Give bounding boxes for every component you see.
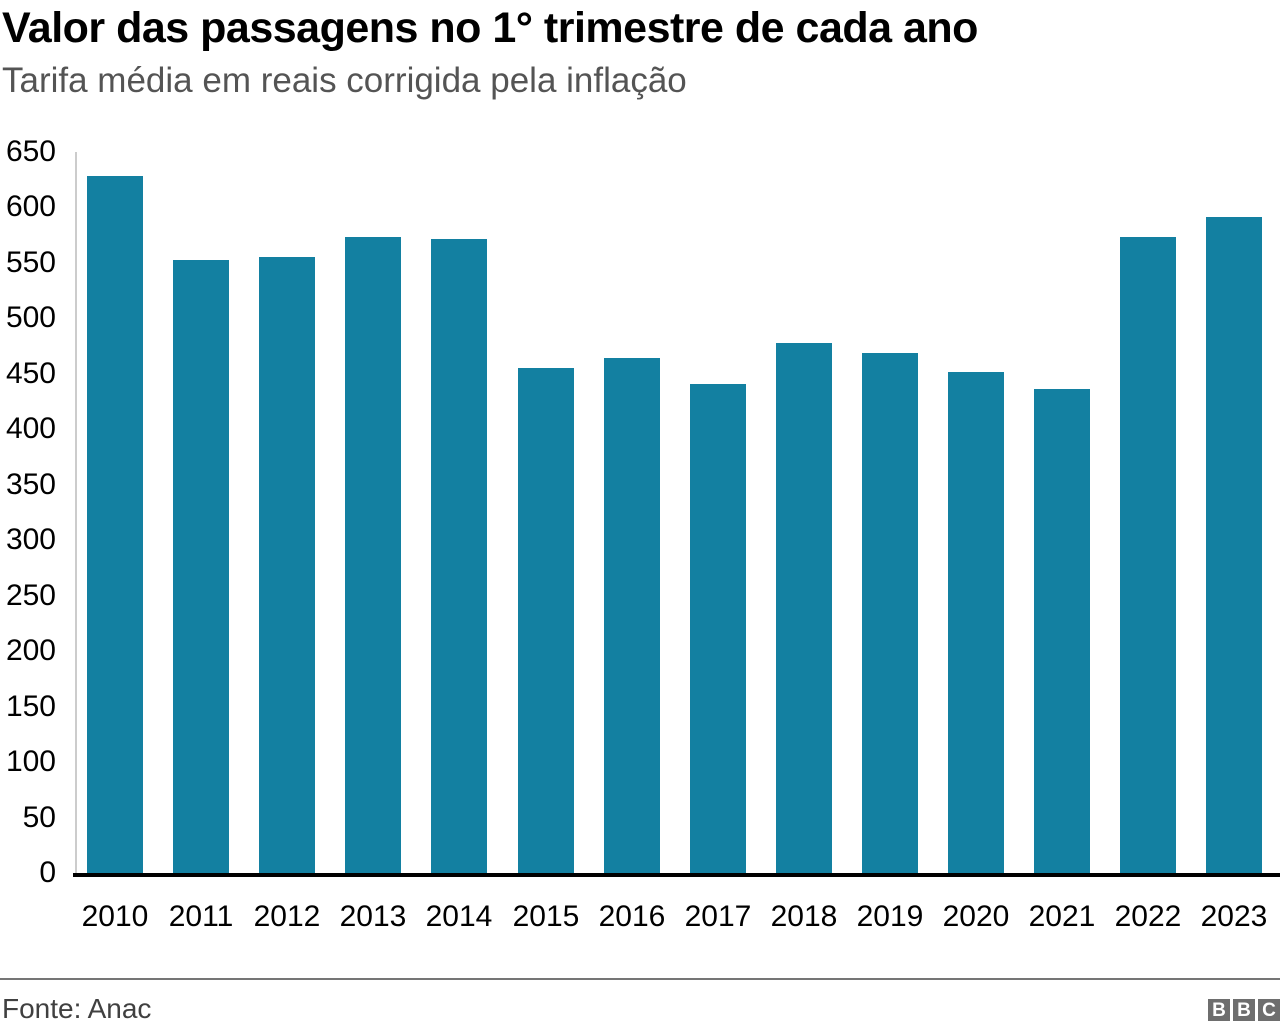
bar-2015 bbox=[518, 368, 574, 873]
x-tick-label-2023: 2023 bbox=[1200, 900, 1268, 933]
x-tick-label-2010: 2010 bbox=[81, 900, 149, 933]
x-tick-label-2016: 2016 bbox=[598, 900, 666, 933]
y-tick-label-550: 550 bbox=[5, 246, 56, 279]
y-tick-label-0: 0 bbox=[39, 856, 56, 889]
chart-title: Valor das passagens no 1° trimestre de c… bbox=[2, 4, 978, 52]
x-tick-label-2012: 2012 bbox=[253, 900, 321, 933]
footer-divider bbox=[0, 978, 1280, 980]
bar-2016 bbox=[604, 358, 660, 873]
x-axis-baseline bbox=[73, 873, 1280, 877]
x-tick-label-2021: 2021 bbox=[1028, 900, 1096, 933]
x-tick-label-2020: 2020 bbox=[942, 900, 1010, 933]
bar-2022 bbox=[1120, 237, 1176, 873]
y-axis-line bbox=[75, 152, 77, 873]
bar-2018 bbox=[776, 343, 832, 873]
y-tick-label-350: 350 bbox=[5, 468, 56, 501]
bar-2011 bbox=[173, 260, 229, 873]
x-tick-label-2018: 2018 bbox=[770, 900, 838, 933]
bar-2023 bbox=[1206, 217, 1262, 873]
bar-2019 bbox=[862, 353, 918, 873]
y-tick-label-600: 600 bbox=[5, 190, 56, 223]
x-tick-label-2013: 2013 bbox=[339, 900, 407, 933]
bbc-logo-letter-2: B bbox=[1233, 999, 1255, 1021]
y-tick-label-400: 400 bbox=[5, 412, 56, 445]
bar-2010 bbox=[87, 176, 143, 873]
x-tick-label-2019: 2019 bbox=[856, 900, 924, 933]
x-tick-label-2015: 2015 bbox=[512, 900, 580, 933]
x-tick-label-2017: 2017 bbox=[684, 900, 752, 933]
y-tick-label-650: 650 bbox=[5, 135, 56, 168]
bar-2012 bbox=[259, 257, 315, 873]
chart-subtitle: Tarifa média em reais corrigida pela inf… bbox=[2, 61, 687, 100]
y-tick-label-450: 450 bbox=[5, 357, 56, 390]
source-label: Fonte: Anac bbox=[2, 993, 152, 1024]
y-tick-label-200: 200 bbox=[5, 634, 56, 667]
bar-2017 bbox=[690, 384, 746, 873]
bar-2014 bbox=[431, 239, 487, 873]
bar-2021 bbox=[1034, 389, 1090, 873]
x-tick-label-2014: 2014 bbox=[425, 900, 493, 933]
y-tick-label-50: 50 bbox=[22, 801, 56, 834]
y-tick-label-300: 300 bbox=[5, 523, 56, 556]
bar-2020 bbox=[948, 372, 1004, 873]
x-tick-label-2011: 2011 bbox=[168, 900, 234, 933]
bbc-logo-letter-1: B bbox=[1208, 999, 1230, 1021]
y-tick-label-150: 150 bbox=[5, 690, 56, 723]
y-tick-label-500: 500 bbox=[5, 301, 56, 334]
y-tick-label-100: 100 bbox=[5, 745, 56, 778]
y-tick-label-250: 250 bbox=[5, 579, 56, 612]
bar-2013 bbox=[345, 237, 401, 873]
x-tick-label-2022: 2022 bbox=[1114, 900, 1182, 933]
bbc-logo-letter-3: C bbox=[1258, 999, 1280, 1021]
